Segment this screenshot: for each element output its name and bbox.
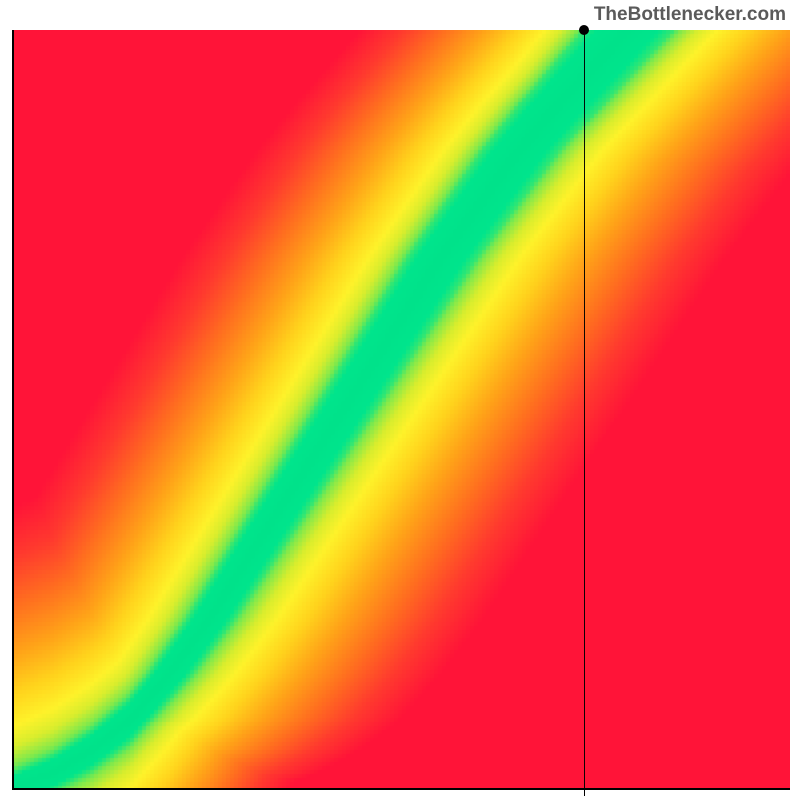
vertical-marker-line — [584, 30, 585, 788]
chart-container: TheBottlenecker.com — [0, 0, 800, 800]
x-axis-tick — [584, 788, 586, 796]
heatmap-canvas — [14, 30, 790, 788]
vertical-marker-dot — [579, 25, 589, 35]
plot-area — [12, 30, 790, 790]
attribution-label: TheBottlenecker.com — [594, 4, 786, 26]
